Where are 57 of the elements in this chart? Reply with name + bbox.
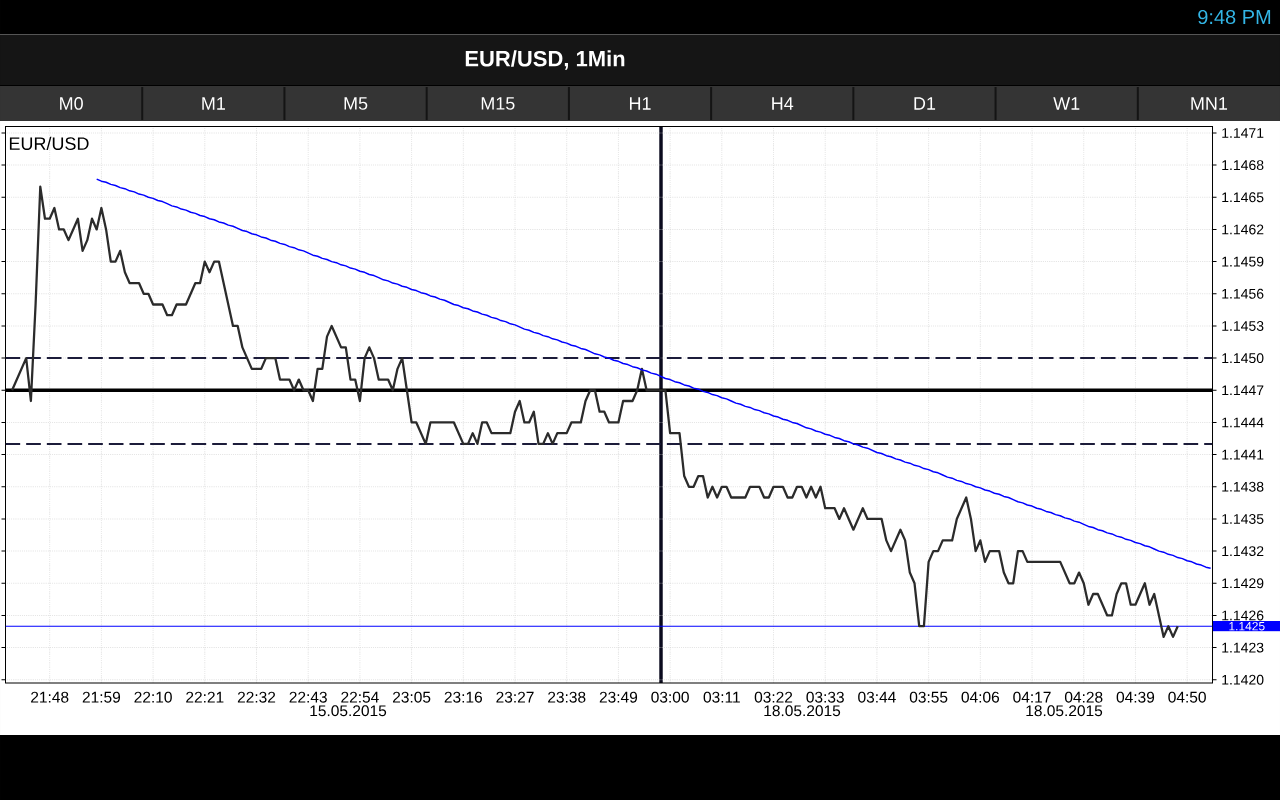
x-tick-label: 04:50 <box>1168 691 1206 703</box>
text: 18.05.2015 <box>1026 705 1103 717</box>
x-tick-label: 22:54 <box>341 691 379 703</box>
y-tick-label: 1.1453 <box>1222 320 1264 331</box>
text: H1 <box>629 97 651 110</box>
x-tick-label: 22:10 <box>134 691 172 703</box>
text: 15.05.2015 <box>310 705 387 717</box>
x-tick-label: 04:06 <box>961 691 1000 703</box>
y-tick-label: 1.1462 <box>1222 224 1264 235</box>
text: 18.05.2015 <box>764 705 841 717</box>
x-tick-label: 21:48 <box>31 691 69 703</box>
x-tick-label: 23:49 <box>599 691 638 703</box>
text: MN1 <box>1191 97 1228 110</box>
x-tick-label: 23:05 <box>392 691 431 703</box>
x-tick-label: 23:38 <box>548 691 586 703</box>
y-tick-label: 1.1438 <box>1222 481 1264 492</box>
y-tick-label: 1.1444 <box>1222 417 1264 428</box>
x-tick-label: 03:00 <box>651 691 689 703</box>
y-tick-label: 1.1441 <box>1222 449 1264 460</box>
x-tick-label: 23:16 <box>444 691 483 703</box>
y-tick-label: 1.1468 <box>1222 160 1264 171</box>
x-tick-label: 03:33 <box>806 691 844 703</box>
annotation: EUR/USD <box>9 136 89 150</box>
y-tick-label: 1.1435 <box>1222 514 1264 524</box>
text: M5 <box>344 97 368 110</box>
x-tick-label: 04:17 <box>1013 691 1051 703</box>
chart-title: EUR/USD, 1Min <box>465 50 625 70</box>
x-tick-label: 21:59 <box>82 691 121 703</box>
y-tick-label: 1.1456 <box>1222 288 1264 299</box>
x-tick-label: 22:21 <box>186 691 224 703</box>
x-tick-label: 23:27 <box>496 691 534 703</box>
y-tick-label: 1.1459 <box>1222 256 1264 267</box>
x-tick-label: 03:22 <box>754 691 793 703</box>
y-tick-label: 1.1423 <box>1222 642 1264 653</box>
text: W1 <box>1053 97 1080 110</box>
text: M0 <box>60 97 83 110</box>
y-tick-label: 1.1471 <box>1222 128 1264 138</box>
x-tick-label: 03:44 <box>858 691 896 703</box>
x-tick-label: 22:43 <box>289 691 327 703</box>
text: M15 <box>481 97 515 110</box>
text: M1 <box>202 97 225 110</box>
x-tick-label: 03:55 <box>909 691 948 703</box>
y-tick-label: 1.1465 <box>1222 192 1264 203</box>
y-tick-label: 1.1426 <box>1222 610 1264 621</box>
y-tick-label: 1.1447 <box>1222 385 1264 396</box>
y-tick-label: 1.1432 <box>1222 546 1264 557</box>
y-tick-label: 1.1450 <box>1222 353 1264 364</box>
x-tick-label: 04:28 <box>1064 691 1103 703</box>
text: H4 <box>772 97 794 110</box>
y-tick-label: 1.1429 <box>1222 578 1264 589</box>
y-tick-label: 1.1420 <box>1222 674 1264 685</box>
text: 9:48 PM <box>1198 9 1271 25</box>
x-tick-label: 22:32 <box>237 691 276 703</box>
ref-line-label: 1.1425 <box>1229 621 1265 631</box>
text: D1 <box>914 97 936 110</box>
x-tick-label: 03:11 <box>703 691 740 703</box>
x-tick-label: 04:39 <box>1116 691 1155 703</box>
